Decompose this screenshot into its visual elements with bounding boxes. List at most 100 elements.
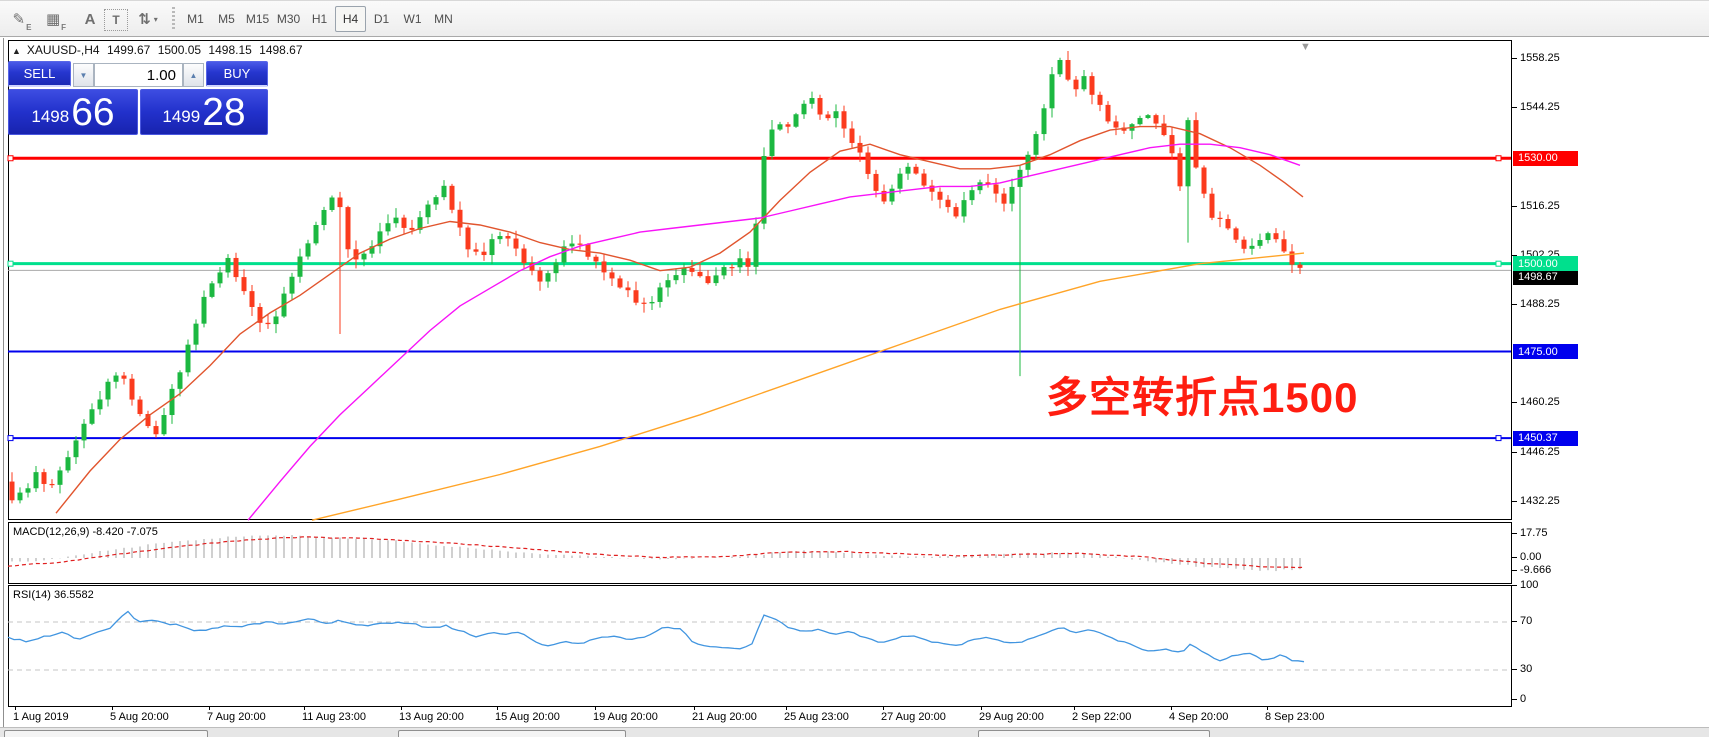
timeframe-button-h4[interactable]: H4: [335, 6, 366, 32]
timeframe-button-w1[interactable]: W1: [403, 12, 422, 26]
lot-size-input[interactable]: [94, 63, 183, 87]
date-label: 13 Aug 20:00: [399, 711, 464, 723]
timeframe-button-m15[interactable]: M15: [245, 12, 270, 26]
date-tick: [595, 707, 596, 710]
macd-pane[interactable]: [8, 522, 1512, 584]
toolbar: ✎ E ▦ F A T ⇅ ▾ M1 M5 M15 M30 H1 H4 D1 W1 MN: [0, 0, 1709, 37]
rsi-tick: 70: [1512, 615, 1532, 627]
price-tick: 1432.25: [1512, 495, 1560, 507]
macd-label: MACD(12,26,9) -8.420 -7.075: [13, 526, 158, 538]
hline-badge: 1450.37: [1513, 430, 1578, 446]
chart-tab[interactable]: [978, 730, 1210, 737]
date-label: 5 Aug 20:00: [110, 711, 169, 723]
date-label: 8 Sep 23:00: [1265, 711, 1325, 723]
date-label: 15 Aug 20:00: [495, 711, 560, 723]
timeframe-button-m1[interactable]: M1: [187, 12, 204, 26]
hline-badge: 1530.00: [1513, 150, 1578, 166]
sell-price-pips: 66: [71, 91, 115, 134]
rsi-pane[interactable]: [8, 585, 1512, 707]
timeframe-group: M1 M5 M15 M30 H1 H4 D1 W1 MN: [180, 6, 459, 32]
date-tick: [1171, 707, 1172, 710]
price-axis[interactable]: 1558.25 1544.25 1516.25 1502.25 1488.25 1460.…: [1512, 37, 1709, 727]
buy-price-box[interactable]: 1499 28: [140, 89, 268, 135]
date-axis[interactable]: 1 Aug 2019 5 Aug 20:00 7 Aug 20:00 11 Aug 2…: [8, 707, 1512, 727]
rsi-tick: 0: [1512, 693, 1526, 705]
date-tick: [112, 707, 113, 710]
lot-increase-button[interactable]: ▲: [183, 63, 204, 87]
text-box-icon[interactable]: T: [104, 9, 128, 31]
quote-close: 1498.67: [259, 43, 303, 57]
date-label: 7 Aug 20:00: [207, 711, 266, 723]
date-tick: [883, 707, 884, 710]
date-tick: [1074, 707, 1075, 710]
date-tick: [209, 707, 210, 710]
date-label: 11 Aug 23:00: [302, 711, 367, 723]
quote-open: 1499.67: [106, 43, 151, 57]
buy-button[interactable]: BUY: [206, 61, 268, 87]
date-label: 19 Aug 20:00: [593, 711, 658, 723]
quote-low: 1498.15: [208, 43, 252, 57]
chart-tab[interactable]: [4, 730, 208, 737]
price-tick: 1488.25: [1512, 298, 1560, 310]
rsi-tick: 30: [1512, 663, 1532, 675]
date-tick: [15, 707, 16, 710]
hline-badge: 1475.00: [1513, 344, 1578, 360]
date-tick: [694, 707, 695, 710]
window-left-border: [3, 38, 4, 737]
date-tick: [786, 707, 787, 710]
price-tick: 1516.25: [1512, 200, 1560, 212]
date-label: 4 Sep 20:00: [1169, 711, 1229, 723]
chart-title: ▲ XAUUSD-,H4 1499.67 1500.05 1498.15 1498…: [12, 43, 307, 57]
date-tick: [1267, 707, 1268, 710]
icon-sub-f: F: [61, 23, 67, 32]
text-label-icon[interactable]: A: [84, 10, 96, 28]
macd-tick: -9.666: [1512, 564, 1551, 576]
buy-price-main: 1499: [162, 107, 201, 126]
price-tick: 1460.25: [1512, 396, 1560, 408]
timeframe-button-m5[interactable]: M5: [218, 12, 235, 26]
date-label: 25 Aug 23:00: [784, 711, 849, 723]
timeframe-button-d1[interactable]: D1: [373, 12, 390, 26]
bid-price-badge: 1498.67: [1513, 269, 1578, 285]
toolbar-drag-handle[interactable]: [172, 7, 175, 31]
date-tick: [304, 707, 305, 710]
date-label: 21 Aug 20:00: [692, 711, 757, 723]
price-tick: 1544.25: [1512, 101, 1560, 113]
timeframe-button-mn[interactable]: MN: [434, 12, 453, 26]
rsi-label: RSI(14) 36.5582: [13, 589, 94, 601]
timeframe-button-m30[interactable]: M30: [276, 12, 301, 26]
date-label: 1 Aug 2019: [13, 711, 69, 723]
hline-badge: 1500.00: [1513, 256, 1578, 272]
chevron-down-icon[interactable]: ▾: [153, 14, 158, 24]
rsi-value: 36.5582: [53, 589, 94, 601]
rsi-tick: 100: [1512, 579, 1538, 591]
sell-button[interactable]: SELL: [8, 61, 71, 87]
date-label: 27 Aug 20:00: [881, 711, 946, 723]
macd-tick: 0.00: [1512, 551, 1541, 563]
chart-text-annotation[interactable]: 多空转折点1500: [1046, 374, 1359, 421]
macd-tick: 17.75: [1512, 527, 1548, 539]
price-tick: 1558.25: [1512, 52, 1560, 64]
grid-pattern-icon[interactable]: ▦ F: [45, 11, 67, 32]
symbol-period: XAUUSD-,H4: [26, 43, 100, 57]
buy-price-pips: 28: [202, 91, 246, 134]
price-tick: 1446.25: [1512, 446, 1560, 458]
date-label: 2 Sep 22:00: [1072, 711, 1132, 723]
sell-price-box[interactable]: 1498 66: [8, 89, 138, 135]
scroll-to-end-marker[interactable]: ▼: [1300, 41, 1311, 53]
timeframe-button-h1[interactable]: H1: [311, 12, 328, 26]
chart-tab[interactable]: [398, 730, 626, 737]
draw-study-icon[interactable]: ✎ E: [12, 11, 32, 32]
collapse-arrow-icon[interactable]: ▲: [12, 46, 21, 56]
lot-decrease-button[interactable]: ▼: [73, 63, 94, 87]
quote-high: 1500.05: [157, 43, 202, 57]
date-tick: [497, 707, 498, 710]
date-tick: [981, 707, 982, 710]
one-click-trading-panel: SELL ▼ ▲ BUY 1498 66 1499 28: [8, 61, 268, 136]
chart-tabs-strip: [0, 727, 1709, 737]
date-label: 29 Aug 20:00: [979, 711, 1044, 723]
cycle-arrows-icon[interactable]: ⇅ ▾: [138, 11, 158, 28]
sell-price-main: 1498: [31, 107, 70, 126]
date-tick: [401, 707, 402, 710]
